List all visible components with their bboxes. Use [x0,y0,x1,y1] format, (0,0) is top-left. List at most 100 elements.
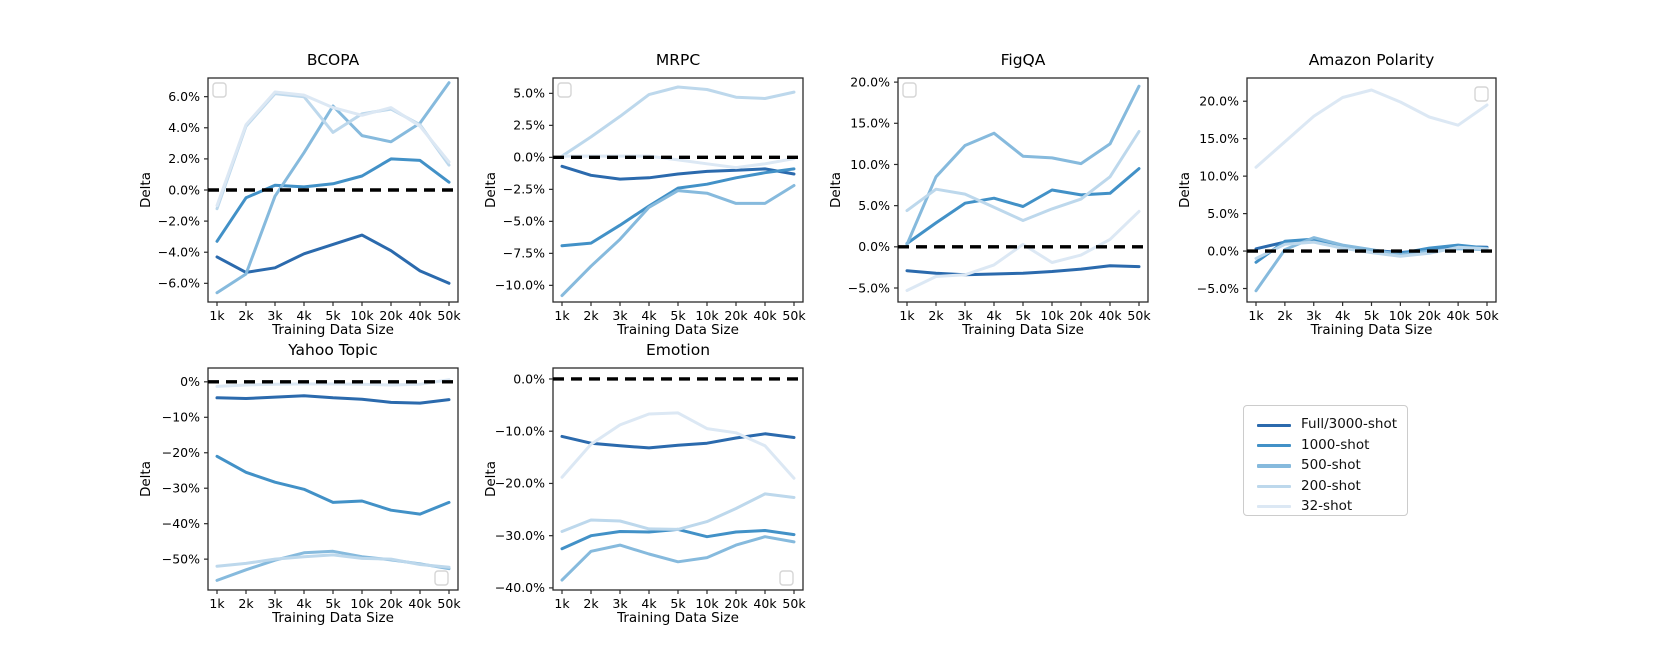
legend-item-label: 200-shot [1301,477,1361,494]
mrpc-x-tick-label: 10k [695,308,719,323]
figqa-y-tick-label: 5.0% [858,198,890,213]
figqa-x-tick-label: 5k [1015,308,1031,323]
figqa-empty-mini-legend-box [902,82,917,98]
amazon-polarity-x-tick-label: 20k [1418,308,1442,323]
mrpc-y-tick-label: −2.5% [503,182,545,197]
bcopa-line-500-shot [215,81,451,295]
mrpc-y-tick-label: −10.0% [495,278,545,293]
emotion-x-tick-label: 1k [554,596,570,611]
y-axis-label-yahoo-topic: Delta [138,460,154,498]
yahoo-topic-x-tick-label: 2k [238,596,254,611]
amazon-polarity-y-tick-label: 15.0% [1199,131,1239,146]
figqa-line-32-shot [905,209,1141,292]
figqa-x-tick-label: 40k [1098,308,1122,323]
y-axis-label-bcopa: Delta [138,171,154,209]
legend-line-swatch [1257,484,1291,489]
yahoo-topic-x-tick-label: 20k [379,596,403,611]
figqa-x-tick-label: 3k [957,308,973,323]
mrpc-x-tick-label: 2k [583,308,599,323]
y-axis-label-emotion: Delta [483,460,499,498]
mrpc-x-tick-label: 20k [724,308,748,323]
mrpc-y-tick-label: 5.0% [513,86,545,101]
amazon-polarity-x-tick-label: 10k [1389,308,1413,323]
x-axis-label-emotion: Training Data Size [617,610,739,626]
mrpc-x-tick-label: 4k [641,308,657,323]
emotion-y-tick-label: −10.0% [495,424,545,439]
figqa-x-tick-label: 4k [986,308,1002,323]
legend-item-label: 1000-shot [1301,436,1370,453]
yahoo-topic-x-tick-label: 50k [437,596,461,611]
x-axis-label-figqa: Training Data Size [962,322,1084,338]
subplot-title-yahoo-topic: Yahoo Topic [288,341,378,359]
emotion-x-tick-label: 4k [641,596,657,611]
emotion-empty-mini-legend-box [779,570,794,586]
bcopa-empty-mini-legend-box [212,82,227,98]
mrpc-y-tick-label: 2.5% [513,118,545,133]
figqa-y-tick-label: 0.0% [858,239,890,254]
amazon-polarity-y-tick-label: 5.0% [1207,206,1239,221]
amazon-polarity-line-200-shot [1254,240,1489,260]
mrpc-x-tick-label: 3k [612,308,628,323]
amazon-polarity-x-tick-label: 2k [1277,308,1293,323]
yahoo-topic-y-tick-label: −10% [162,410,200,425]
bcopa-y-tick-label: 6.0% [168,89,200,104]
amazon-polarity-x-tick-label: 3k [1306,308,1322,323]
legend-line-swatch [1257,505,1291,509]
mrpc-line-500-shot [560,184,796,298]
y-axis-label-amazon-polarity: Delta [1177,171,1193,209]
yahoo-topic-y-tick-label: −40% [162,516,200,531]
x-axis-label-mrpc: Training Data Size [617,322,739,338]
subplot-title-mrpc: MRPC [655,51,701,69]
x-axis-label-bcopa: Training Data Size [272,322,394,338]
yahoo-topic-y-tick-label: 0% [180,374,200,389]
amazon-polarity-x-tick-label: 40k [1447,308,1471,323]
emotion-y-tick-label: −20.0% [495,476,545,491]
figqa-line-1000-shot [905,167,1141,245]
legend-item-label: 32-shot [1301,498,1353,514]
bcopa-y-tick-label: 2.0% [168,151,200,166]
emotion-x-tick-label: 20k [724,596,748,611]
figqa-y-tick-label: 20.0% [850,74,890,89]
legend-item-200-shot: 200-shot [1257,476,1407,496]
subplot-title-emotion: Emotion [645,341,711,359]
emotion-x-tick-label: 5k [670,596,686,611]
bcopa-y-tick-label: −6.0% [158,276,200,291]
bcopa-line-full-3000-shot [215,233,451,285]
bcopa-y-tick-label: 0.0% [168,182,200,197]
legend-item-label: Full/3000-shot [1301,416,1398,433]
mrpc-line-full-3000-shot [560,164,796,181]
yahoo-topic-y-tick-label: −50% [162,551,200,566]
yahoo-topic-plot-frame [207,367,459,591]
amazon-polarity-x-tick-label: 1k [1248,308,1264,323]
yahoo-topic-x-tick-label: 5k [325,596,341,611]
bcopa-y-tick-label: −4.0% [158,245,200,260]
yahoo-topic-line-200-shot [215,553,451,569]
bcopa-x-tick-label: 5k [325,308,341,323]
legend-item-label: 500-shot [1301,457,1361,474]
legend-line-swatch [1257,464,1291,468]
legend-item-1000-shot: 1000-shot [1257,435,1407,455]
mrpc-y-tick-label: −5.0% [503,214,545,229]
bcopa-line-32-shot [215,90,451,208]
amazon-polarity-x-tick-label: 5k [1364,308,1380,323]
bcopa-x-tick-label: 10k [350,308,374,323]
emotion-x-tick-label: 50k [782,596,806,611]
bcopa-x-tick-label: 20k [379,308,403,323]
yahoo-topic-line-1000-shot [215,454,451,516]
legend-line-swatch [1257,443,1291,448]
emotion-line-full-3000-shot [560,432,796,450]
mrpc-x-tick-label: 1k [554,308,570,323]
emotion-x-tick-label: 2k [583,596,599,611]
emotion-x-tick-label: 3k [612,596,628,611]
bcopa-x-tick-label: 4k [296,308,312,323]
legend-item-32-shot: 32-shot [1257,497,1407,517]
amazon-polarity-plot-frame [1246,77,1497,303]
x-axis-label-yahoo-topic: Training Data Size [272,610,394,626]
mrpc-x-tick-label: 50k [782,308,806,323]
legend-item-full-3000-shot: Full/3000-shot [1257,415,1407,435]
emotion-line-32-shot [560,411,796,480]
figqa-x-tick-label: 50k [1127,308,1151,323]
mrpc-line-32-shot [560,154,796,170]
yahoo-topic-line-full-3000-shot [215,394,451,405]
